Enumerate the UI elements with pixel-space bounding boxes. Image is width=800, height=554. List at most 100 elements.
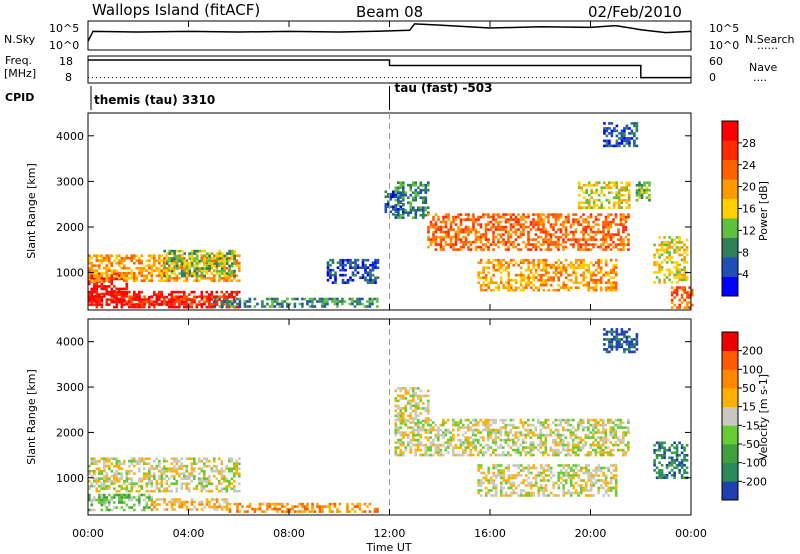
power-cell [354, 258, 357, 262]
power-cell [557, 263, 560, 267]
velocity-cell [225, 479, 229, 483]
power-cell [230, 257, 234, 260]
power-cell [668, 246, 671, 249]
velocity-cell [429, 423, 433, 427]
power-cell [155, 300, 159, 303]
velocity-cell [198, 482, 201, 485]
power-cell [397, 193, 400, 197]
velocity-cell [180, 503, 184, 506]
velocity-cell [514, 431, 518, 434]
velocity-cell [582, 479, 585, 482]
power-cell [118, 264, 121, 267]
power-cell [140, 269, 144, 272]
power-cell [620, 188, 623, 192]
power-cell [238, 302, 242, 306]
velocity-cell [614, 436, 618, 439]
power-cell [627, 193, 631, 197]
power-cell [572, 223, 575, 226]
power-cell [243, 302, 247, 306]
velocity-cell [148, 457, 151, 460]
power-cell [537, 228, 540, 231]
power-cell [622, 248, 625, 251]
power-cell [584, 220, 588, 224]
power-cell [542, 220, 545, 224]
velocity-cell [281, 502, 284, 506]
power-cell [180, 269, 184, 273]
velocity-cell [316, 505, 319, 508]
velocity-cell [404, 387, 408, 390]
velocity-cell [90, 469, 94, 473]
velocity-cell [577, 446, 580, 449]
velocity-cell [417, 404, 420, 408]
velocity-cell [599, 451, 603, 454]
power-cell [562, 266, 565, 269]
power-cell [422, 208, 425, 212]
velocity-cell [519, 433, 523, 437]
velocity-cell [447, 418, 450, 422]
velocity-cell [228, 459, 231, 463]
velocity-cell [479, 443, 483, 447]
power-cell [670, 238, 674, 242]
velocity-cell [622, 438, 625, 442]
velocity-cell [494, 428, 498, 432]
velocity-cell [138, 496, 141, 499]
power-cell [673, 276, 676, 279]
velocity-cell [225, 500, 229, 504]
power-cell [123, 264, 126, 267]
power-cell [608, 127, 611, 130]
power-cell [640, 188, 644, 192]
power-cell [198, 266, 201, 270]
power-cell [221, 300, 224, 303]
velocity-cell [519, 469, 523, 472]
velocity-cell [532, 441, 535, 444]
power-cell [610, 122, 614, 125]
power-cell [559, 215, 563, 219]
power-cell [190, 252, 194, 255]
power-cell [613, 129, 616, 133]
velocity-cell [529, 423, 533, 427]
power-cell [205, 261, 209, 265]
velocity-cell [474, 446, 478, 449]
velocity-cell [562, 464, 565, 467]
velocity-cell [584, 453, 588, 457]
velocity-cell [544, 426, 548, 429]
power-cell [108, 266, 111, 270]
velocity-cell [397, 399, 400, 403]
velocity-cell [165, 479, 169, 483]
power-cell [577, 218, 580, 221]
velocity-cell [190, 508, 194, 511]
power-cell [608, 139, 611, 143]
velocity-cell [178, 503, 181, 506]
power-cell [140, 305, 144, 309]
velocity-cell [617, 418, 620, 422]
velocity-cell [100, 496, 104, 499]
velocity-cell [439, 433, 443, 437]
power-cell [527, 213, 530, 216]
power-cell [95, 303, 99, 306]
velocity-cell [534, 466, 538, 470]
velocity-cell [226, 507, 229, 511]
velocity-cell [301, 505, 304, 508]
power-cell [620, 137, 624, 140]
power-cell [90, 256, 94, 260]
velocity-cell [562, 479, 565, 482]
velocity-cell [404, 409, 408, 413]
power-cell [266, 302, 269, 306]
velocity-cell [524, 451, 528, 454]
velocity-cell [564, 436, 568, 439]
velocity-cell [559, 471, 563, 475]
power-cell [103, 271, 106, 275]
velocity-cell [577, 448, 580, 452]
power-cell [228, 269, 231, 272]
power-cell [567, 273, 570, 277]
power-cell [589, 235, 593, 239]
power-cell [514, 230, 518, 234]
power-cell [444, 240, 448, 244]
power-cell [614, 245, 618, 249]
power-cell [532, 243, 535, 246]
velocity-cell [474, 421, 478, 424]
power-cell [625, 188, 628, 192]
power-cell [100, 303, 104, 306]
power-cell [118, 271, 121, 275]
velocity-cell [95, 462, 99, 465]
